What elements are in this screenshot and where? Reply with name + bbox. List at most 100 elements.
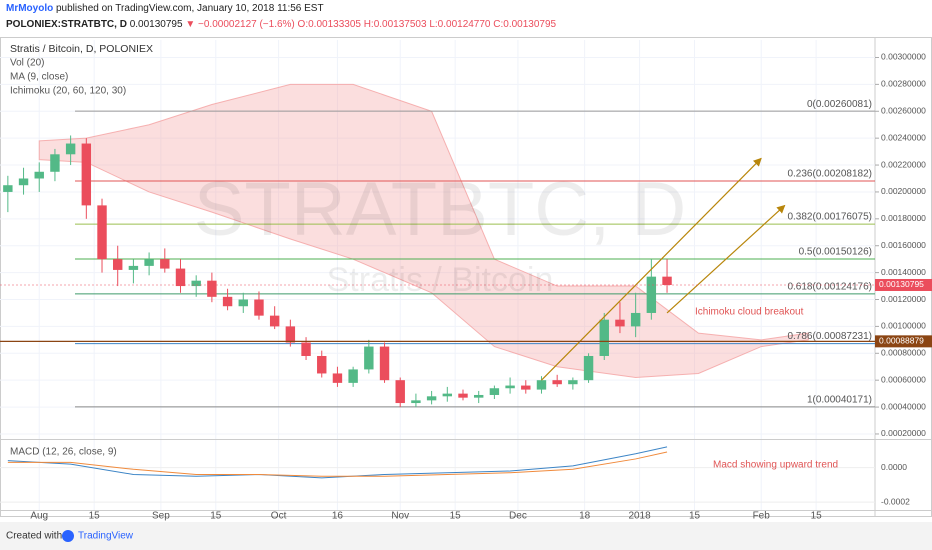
candle-body (222, 296, 233, 307)
plot: Aug 15 Sep 15 Oct 16 Nov 15 Dec 18 2018 15 Feb 15 0.00… (0, 38, 932, 522)
candle-body (128, 265, 139, 270)
candle-body (426, 396, 437, 401)
candle-body (395, 380, 405, 404)
candle-body (599, 319, 609, 356)
candle-body (364, 346, 374, 370)
annotation: Macd showing upward trend (713, 460, 838, 471)
candle-body (552, 380, 562, 385)
y-tick-label: 0.00120000 (881, 294, 926, 304)
candle-body (254, 299, 264, 316)
annotation: Ichimoku cloud breakout (695, 307, 804, 318)
candle-body (442, 393, 453, 397)
candle-body (207, 280, 217, 297)
candle-body (615, 319, 625, 327)
candle-body (332, 373, 343, 383)
price-axis (875, 38, 931, 516)
fib-label: 1(0.00040171) (807, 394, 872, 405)
candle-body (630, 312, 641, 327)
legend-main: Stratis / Bitcoin, D, POLONIEX (10, 43, 153, 55)
candle-body (646, 276, 657, 313)
macd-line (7, 451, 668, 477)
candle-body (411, 400, 421, 404)
price-tag (875, 335, 932, 348)
x-tick-label: 2018 (628, 511, 651, 522)
candle-body (18, 178, 29, 186)
y-tick-label: 0.00300000 (881, 52, 926, 62)
candle-body (97, 205, 107, 260)
y-tick-label: 0.00040000 (881, 401, 926, 411)
x-tick-label: 15 (811, 511, 823, 522)
x-tick-label: 18 (579, 511, 591, 522)
price-tag-label: 0.00130795 (879, 279, 924, 289)
candle-body (348, 369, 358, 383)
y-tick-label: 0.00160000 (881, 240, 926, 250)
legend-item: MA (9, close) (10, 72, 68, 83)
logo (62, 530, 74, 542)
y-tick-label: 0.00280000 (881, 79, 926, 89)
candle-body (521, 385, 531, 390)
fib-label: 0.786(0.00087231) (787, 331, 872, 342)
y-tick-label: 0.00240000 (881, 132, 926, 142)
header-line-2: POLONIEX:STRATBTC, D 0.00130795 ▼ −0.000… (6, 19, 557, 30)
x-tick-label: Oct (271, 511, 287, 522)
candle-body (317, 355, 327, 374)
candle-body (175, 268, 186, 287)
fib-label: 0.236(0.00208182) (787, 169, 872, 180)
footer (0, 522, 932, 550)
y-tick-label: 0.0000 (881, 462, 907, 472)
candle-body (269, 315, 280, 327)
y-tick-label: 0.00100000 (881, 321, 926, 331)
candle-body (662, 276, 672, 285)
candle-body (34, 171, 44, 179)
watermark-name: Stratis / Bitcoin (327, 261, 554, 299)
candle-body (458, 393, 468, 398)
price-tag-label: 0.00088879 (879, 336, 924, 346)
author[interactable]: MrMoyolo (6, 3, 53, 14)
footer-brand[interactable]: TradingView (78, 531, 134, 542)
candle-body (583, 355, 594, 381)
candle-body (3, 185, 13, 192)
candle-body (536, 380, 547, 390)
candle-body (285, 326, 296, 343)
header-line-1: MrMoyolo published on TradingView.com, J… (6, 3, 324, 14)
y-tick-label: 0.00060000 (881, 374, 926, 384)
y-tick-label: -0.0002 (881, 496, 910, 506)
x-tick-label: Dec (509, 511, 527, 522)
candle-body (473, 394, 484, 398)
x-tick-label: Feb (753, 511, 771, 522)
watermark-symbol: STRATBTC, D (194, 167, 687, 252)
fib-label: 0.618(0.00124176) (787, 282, 872, 293)
x-tick-label: Aug (30, 511, 48, 522)
legend-item: Vol (20) (10, 58, 44, 69)
fib-label: 0.382(0.00176075) (787, 212, 872, 223)
macd-title: MACD (12, 26, close, 9) (10, 447, 117, 458)
fib-label: 0.5(0.00150126) (799, 247, 872, 258)
candle-body (65, 143, 76, 155)
y-tick-label: 0.00200000 (881, 186, 926, 196)
y-tick-label: 0.00080000 (881, 348, 926, 358)
y-tick-label: 0.00180000 (881, 213, 926, 223)
price: 0.00130795 (130, 19, 183, 30)
candle-body (160, 259, 170, 269)
symbol: POLONIEX:STRATBTC, D (6, 19, 127, 30)
x-tick-label: 15 (689, 511, 701, 522)
candle-body (191, 280, 201, 287)
x-tick-label: 16 (332, 511, 344, 522)
y-tick-label: 0.00260000 (881, 106, 926, 116)
x-tick-label: 15 (210, 511, 222, 522)
x-tick-label: Sep (152, 511, 170, 522)
candle-body (81, 143, 92, 206)
published: published on TradingView.com, January 10… (56, 3, 324, 14)
candle-body (568, 380, 578, 385)
y-tick-label: 0.00140000 (881, 267, 926, 277)
ohlc: O:0.00133305 H:0.00137503 L:0.00124770 C… (298, 19, 557, 30)
trendline (666, 204, 786, 314)
candle-body (144, 259, 154, 266)
candle-body (301, 342, 311, 356)
x-tick-label: Nov (391, 511, 409, 522)
y-tick-label: 0.00220000 (881, 159, 926, 169)
change: ▼ −0.00002127 (−1.6%) (185, 19, 294, 30)
fib-label: 0(0.00260081) (807, 99, 872, 110)
